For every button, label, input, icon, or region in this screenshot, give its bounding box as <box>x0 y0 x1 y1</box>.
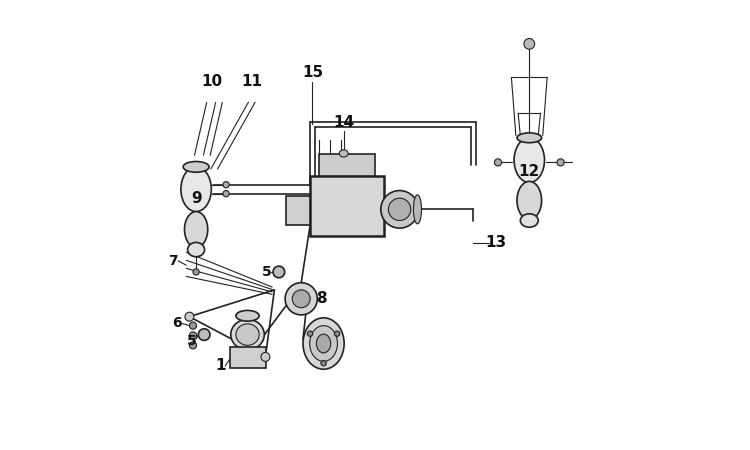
Bar <box>230 346 266 368</box>
Circle shape <box>190 332 196 339</box>
Circle shape <box>193 269 200 275</box>
Text: 11: 11 <box>242 74 262 90</box>
Text: 1: 1 <box>215 358 226 374</box>
Circle shape <box>381 190 419 228</box>
Text: 5: 5 <box>187 334 196 348</box>
Text: 14: 14 <box>333 115 354 130</box>
Bar <box>310 176 384 236</box>
Circle shape <box>223 182 230 188</box>
Circle shape <box>494 159 502 166</box>
Text: 9: 9 <box>190 191 202 206</box>
Circle shape <box>185 312 194 321</box>
Text: 8: 8 <box>316 291 327 306</box>
Ellipse shape <box>183 162 209 172</box>
Text: 10: 10 <box>201 74 222 90</box>
Ellipse shape <box>236 310 260 321</box>
Circle shape <box>308 331 313 336</box>
Ellipse shape <box>188 243 205 257</box>
Ellipse shape <box>517 133 542 143</box>
Text: 15: 15 <box>302 65 323 81</box>
Text: 7: 7 <box>168 254 178 268</box>
Ellipse shape <box>184 212 208 248</box>
Ellipse shape <box>303 318 344 369</box>
Circle shape <box>198 329 210 340</box>
Circle shape <box>334 331 340 336</box>
Ellipse shape <box>339 150 348 157</box>
Ellipse shape <box>316 334 331 353</box>
Circle shape <box>261 352 270 361</box>
Bar <box>286 196 310 225</box>
Ellipse shape <box>181 167 212 211</box>
Ellipse shape <box>520 214 538 227</box>
Bar <box>319 154 375 176</box>
Circle shape <box>388 198 411 220</box>
Circle shape <box>273 266 285 278</box>
Circle shape <box>285 283 317 315</box>
Circle shape <box>557 159 564 166</box>
Text: 12: 12 <box>519 164 540 179</box>
Ellipse shape <box>236 324 260 345</box>
Ellipse shape <box>514 138 544 183</box>
Circle shape <box>292 290 310 308</box>
Text: 6: 6 <box>172 316 182 330</box>
Circle shape <box>190 342 196 349</box>
Text: 13: 13 <box>485 235 506 250</box>
Ellipse shape <box>413 195 422 224</box>
Ellipse shape <box>231 320 264 350</box>
Ellipse shape <box>310 326 338 361</box>
Circle shape <box>223 190 230 197</box>
Circle shape <box>321 360 326 366</box>
Circle shape <box>524 39 535 49</box>
Circle shape <box>190 322 196 329</box>
Ellipse shape <box>517 181 542 220</box>
Text: 5: 5 <box>262 265 272 279</box>
